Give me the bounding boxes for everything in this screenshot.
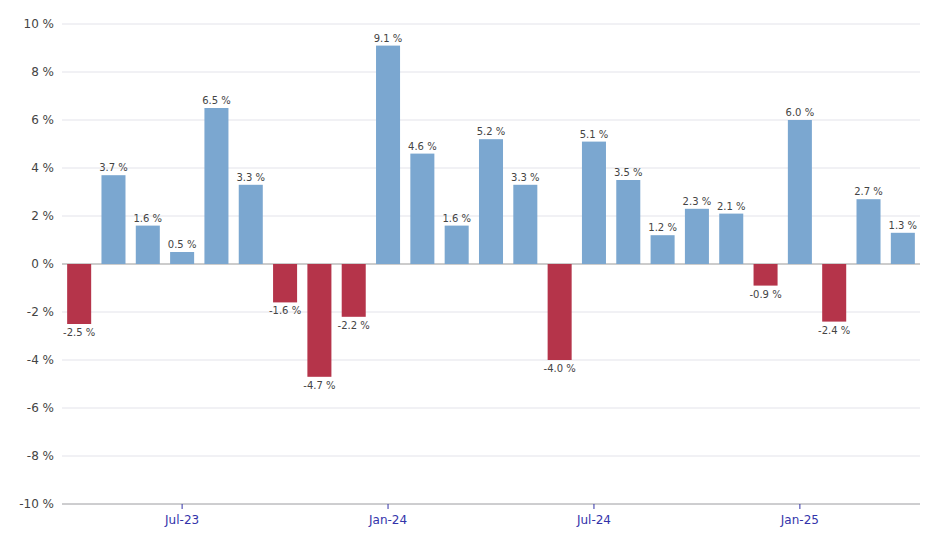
y-tick-label: -8 %	[27, 449, 54, 463]
bar	[822, 264, 846, 322]
x-axis-line	[62, 504, 920, 505]
grid-line	[62, 72, 920, 73]
x-tick	[388, 504, 389, 509]
bar	[685, 209, 709, 264]
bar	[170, 252, 194, 264]
data-label: 6.0 %	[786, 107, 815, 118]
data-label: 9.1 %	[374, 33, 403, 44]
data-label: 3.5 %	[614, 167, 643, 178]
bar	[307, 264, 331, 377]
data-labels: -2.5 % 3.7 % 1.6 % 0.5 % 6.5 % 3.3 % -1.6 % -4.…	[63, 33, 917, 391]
grid-line	[62, 456, 920, 457]
grid	[62, 24, 920, 504]
bar	[788, 120, 812, 264]
grid-line	[62, 504, 920, 505]
y-tick-label: 10 %	[24, 17, 55, 31]
y-tick-label: -10 %	[19, 497, 54, 511]
x-tick	[182, 504, 183, 509]
y-tick-label: -4 %	[27, 353, 54, 367]
y-tick-label: 8 %	[31, 65, 54, 79]
data-label: 2.1 %	[717, 201, 746, 212]
grid-line	[62, 360, 920, 361]
x-tick-label: Jan-24	[368, 513, 407, 527]
data-label: 2.7 %	[854, 186, 883, 197]
bar	[479, 139, 503, 264]
data-label: 6.5 %	[202, 95, 231, 106]
data-label: 3.7 %	[99, 162, 128, 173]
data-label: 3.3 %	[236, 172, 265, 183]
data-label: 1.2 %	[648, 222, 677, 233]
chart: -10 % -8 % -6 % -4 % -2 % 0 % 2 % 4 % 6 % 8 % 10 %…	[0, 0, 940, 550]
grid-line	[62, 312, 920, 313]
bars	[67, 46, 915, 377]
data-label: 5.1 %	[580, 129, 609, 140]
bar	[582, 142, 606, 264]
bar	[754, 264, 778, 286]
bar	[67, 264, 91, 324]
y-tick-label: -2 %	[27, 305, 54, 319]
bar	[101, 175, 125, 264]
x-axis: Jul-23 Jan-24 Jul-24 Jan-25	[164, 504, 819, 527]
data-label: -2.5 %	[63, 327, 95, 338]
grid-line	[62, 408, 920, 409]
x-tick-label: Jan-25	[780, 513, 819, 527]
bar	[342, 264, 366, 317]
data-label: -0.9 %	[749, 289, 781, 300]
data-label: 3.3 %	[511, 172, 540, 183]
data-label: -4.0 %	[544, 363, 576, 374]
x-tick-label: Jul-23	[164, 513, 199, 527]
data-label: 5.2 %	[477, 126, 506, 137]
bar	[273, 264, 297, 302]
y-tick-label: -6 %	[27, 401, 54, 415]
bar	[891, 233, 915, 264]
y-tick-label: 0 %	[31, 257, 54, 271]
bar	[239, 185, 263, 264]
bar	[445, 226, 469, 264]
data-label: 4.6 %	[408, 141, 437, 152]
bar	[651, 235, 675, 264]
data-label: -2.4 %	[818, 325, 850, 336]
x-tick-label: Jul-24	[576, 513, 611, 527]
bar	[376, 46, 400, 264]
data-label: 2.3 %	[683, 196, 712, 207]
bar	[410, 154, 434, 264]
bar	[616, 180, 640, 264]
grid-line	[62, 24, 920, 25]
bar	[204, 108, 228, 264]
y-tick-label: 2 %	[31, 209, 54, 223]
bar	[719, 214, 743, 264]
data-label: 1.6 %	[134, 213, 163, 224]
bar	[548, 264, 572, 360]
data-label: 1.6 %	[442, 213, 471, 224]
bar	[513, 185, 537, 264]
data-label: -4.7 %	[303, 380, 335, 391]
data-label: -1.6 %	[269, 305, 301, 316]
y-axis: -10 % -8 % -6 % -4 % -2 % 0 % 2 % 4 % 6 % 8 % 10 %	[19, 17, 54, 511]
data-label: -2.2 %	[338, 320, 370, 331]
data-label: 1.3 %	[889, 220, 918, 231]
y-tick-label: 6 %	[31, 113, 54, 127]
y-tick-label: 4 %	[31, 161, 54, 175]
bar	[136, 226, 160, 264]
x-tick	[593, 504, 594, 509]
data-label: 0.5 %	[168, 239, 197, 250]
x-tick	[799, 504, 800, 509]
bar	[857, 199, 881, 264]
